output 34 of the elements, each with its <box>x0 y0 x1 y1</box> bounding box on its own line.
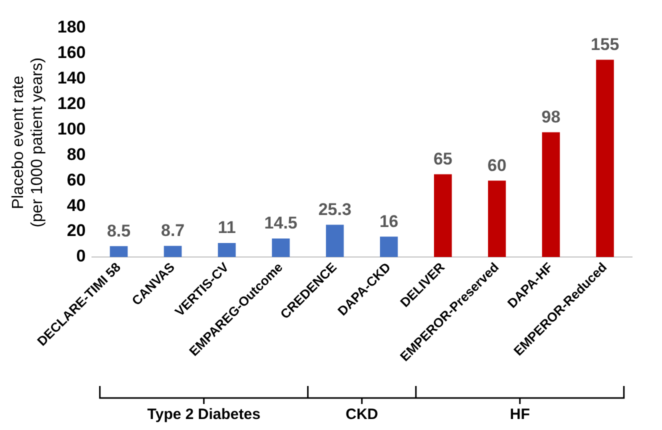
y-tick-label: 80 <box>66 144 86 164</box>
data-label: 8.7 <box>160 221 185 240</box>
bar <box>488 180 506 257</box>
y-axis-title: Placebo event rate (per 1000 patient years) <box>10 58 46 228</box>
bar <box>380 236 398 257</box>
data-label: 60 <box>487 156 506 175</box>
y-tick-label: 60 <box>66 170 86 190</box>
bar <box>218 242 236 257</box>
text: CKD <box>346 406 378 423</box>
bar <box>272 238 290 257</box>
bar <box>164 246 182 257</box>
y-tick-label: 20 <box>66 221 86 240</box>
y-tick-label: 100 <box>57 119 86 138</box>
text: HF <box>510 406 530 423</box>
y-tick-label: 140 <box>57 68 86 88</box>
bar <box>542 132 560 257</box>
text: Type 2 Diabetes <box>147 406 260 423</box>
data-label: 155 <box>590 34 620 54</box>
bar <box>326 224 344 257</box>
data-label: 11 <box>218 218 236 238</box>
y-tick-label: 160 <box>57 43 86 62</box>
data-label: 98 <box>542 107 560 126</box>
data-label: 16 <box>379 212 398 231</box>
y-tick-label: 0 <box>76 246 86 266</box>
bar <box>596 60 614 257</box>
bar <box>110 246 128 257</box>
data-label: 8.5 <box>106 221 131 240</box>
y-tick-label: 120 <box>57 94 86 114</box>
data-label: 14.5 <box>264 214 298 233</box>
data-label: 25.3 <box>318 200 352 219</box>
bar <box>434 174 452 257</box>
data-label: 65 <box>433 149 452 168</box>
y-tick-label: 40 <box>66 196 86 215</box>
y-tick-label: 180 <box>57 18 86 37</box>
